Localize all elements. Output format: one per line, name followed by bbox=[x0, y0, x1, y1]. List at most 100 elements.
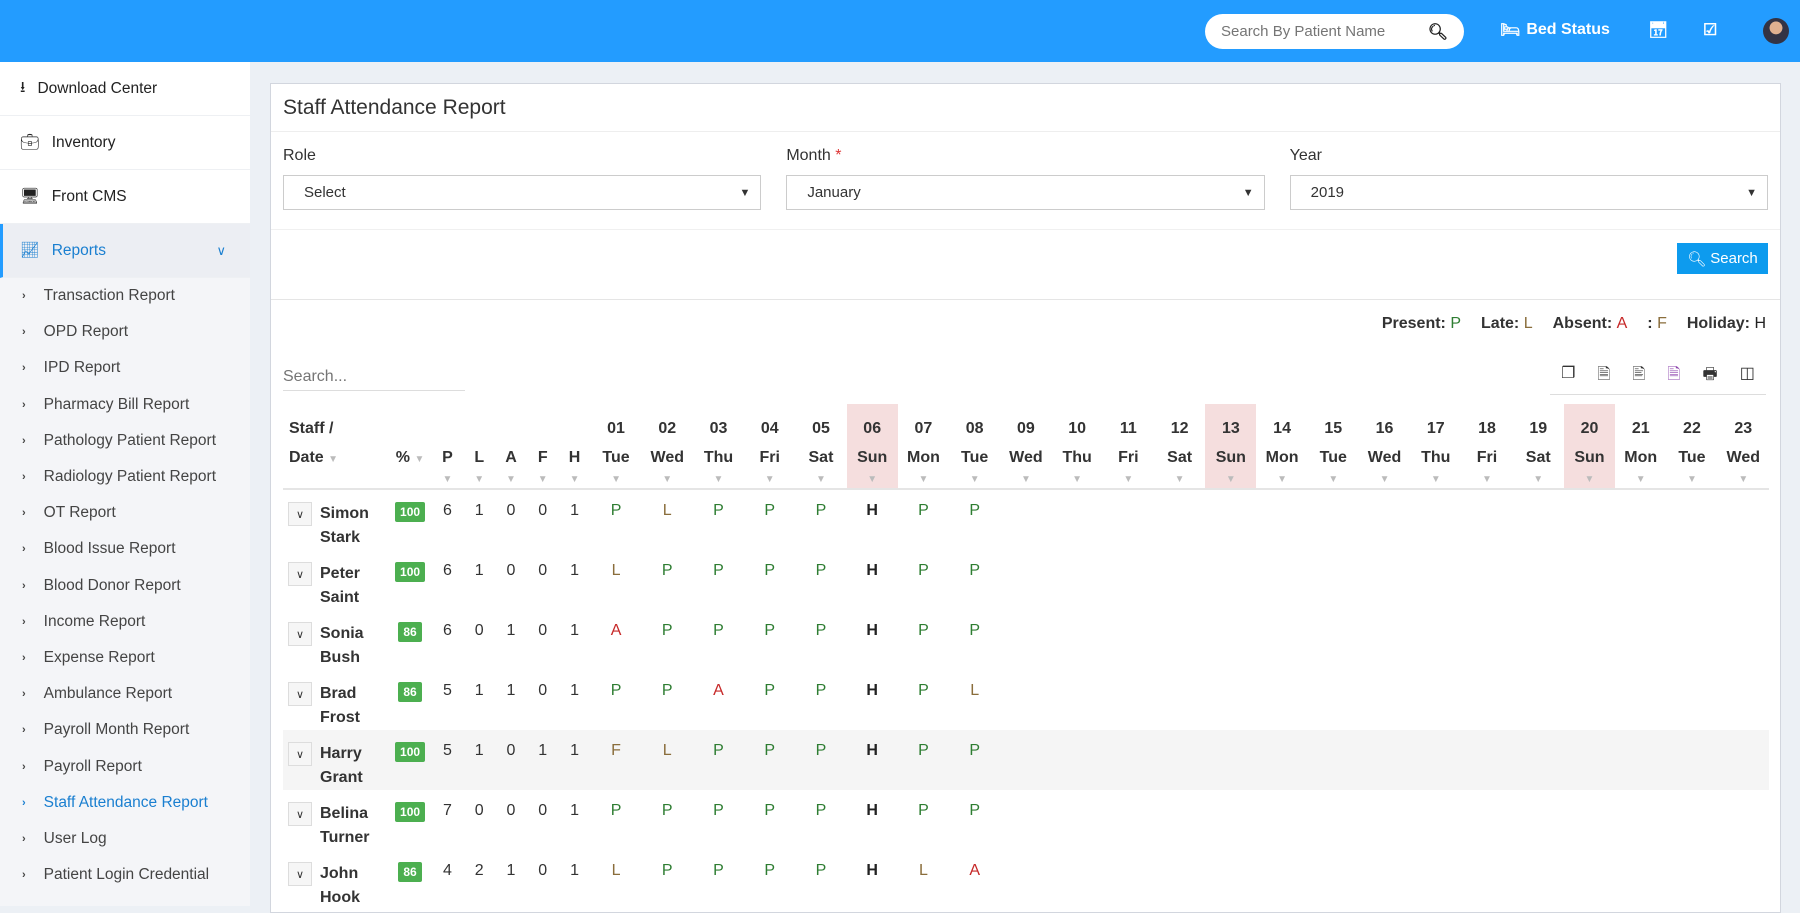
columns-icon[interactable]: ◫ bbox=[1739, 365, 1755, 382]
day-cell bbox=[1563, 730, 1616, 790]
column-day-23[interactable]: 23 Wed ▼ bbox=[1717, 404, 1769, 490]
column-F[interactable]: F ▼ bbox=[526, 404, 559, 490]
expand-row-button[interactable]: ∨ bbox=[288, 862, 312, 886]
column-day-09[interactable]: 09 Wed ▼ bbox=[1000, 404, 1052, 490]
sidebar-report-patient-login-credential[interactable]: › Patient Login Credential bbox=[0, 857, 250, 893]
sidebar-report-pharmacy-bill-report[interactable]: › Pharmacy Bill Report bbox=[0, 387, 250, 423]
day-cell bbox=[1308, 850, 1359, 910]
column-day-05[interactable]: 05 Sat ▼ bbox=[795, 404, 847, 490]
chevron-right-icon: › bbox=[22, 832, 26, 845]
report-panel: Staff Attendance Report Role Select ▼ Mont… bbox=[270, 83, 1781, 913]
chevron-right-icon: › bbox=[22, 760, 26, 773]
sidebar-item-inventory[interactable]: 💼︎ Inventory bbox=[0, 116, 250, 170]
sidebar-report-user-log[interactable]: › User Log bbox=[0, 821, 250, 857]
patient-search-input[interactable] bbox=[1221, 23, 1421, 40]
sidebar-report-transaction-report[interactable]: › Transaction Report bbox=[0, 278, 250, 314]
page-title: Staff Attendance Report bbox=[271, 84, 1780, 132]
sidebar-report-ot-report[interactable]: › OT Report bbox=[0, 495, 250, 531]
expand-row-button[interactable]: ∨ bbox=[288, 622, 312, 646]
expand-row-button[interactable]: ∨ bbox=[288, 682, 312, 706]
sidebar-report-pathology-patient-report[interactable]: › Pathology Patient Report bbox=[0, 423, 250, 459]
expand-row-button[interactable]: ∨ bbox=[288, 562, 312, 586]
top-bar: 🔍︎ 🛏︎ Bed Status 📅︎ ☑ bbox=[0, 0, 1800, 62]
column-day-15[interactable]: 15 Tue ▼ bbox=[1307, 404, 1359, 490]
table-search-input[interactable] bbox=[283, 364, 465, 391]
day-cell: H bbox=[866, 622, 878, 639]
excel-icon[interactable]: 🗎︎ bbox=[1597, 366, 1611, 383]
column-day-03[interactable]: 03 Thu ▼ bbox=[692, 404, 745, 490]
print-icon[interactable]: 🖶︎ bbox=[1702, 366, 1718, 383]
pdf-icon[interactable]: 🗎︎ bbox=[1667, 366, 1681, 383]
column-day-14[interactable]: 14 Mon ▼ bbox=[1256, 404, 1308, 490]
sidebar-report-payroll-month-report[interactable]: › Payroll Month Report bbox=[0, 712, 250, 748]
sidebar-report-blood-donor-report[interactable]: › Blood Donor Report bbox=[0, 568, 250, 604]
calendar-icon[interactable]: 📅︎ bbox=[1648, 22, 1669, 39]
year-select[interactable]: 2019 ▼ bbox=[1289, 175, 1768, 210]
column-H[interactable]: H ▼ bbox=[558, 404, 591, 490]
sidebar-report-ambulance-report[interactable]: › Ambulance Report bbox=[0, 676, 250, 712]
copy-icon[interactable]: ❐ bbox=[1561, 365, 1576, 382]
caret-down-icon: ▼ bbox=[1746, 186, 1757, 199]
column-day-13[interactable]: 13 Sun ▼ bbox=[1205, 404, 1257, 490]
sidebar-item-reports[interactable]: 📈︎ Reports ∨ bbox=[0, 224, 250, 278]
column-day-20[interactable]: 20 Sun ▼ bbox=[1563, 404, 1616, 490]
column-percent[interactable]: % ▼ bbox=[388, 404, 432, 490]
column-day-12[interactable]: 12 Sat ▼ bbox=[1153, 404, 1206, 490]
day-cell: L bbox=[611, 862, 621, 879]
day-cell: L bbox=[970, 682, 980, 699]
sidebar-report-income-report[interactable]: › Income Report bbox=[0, 604, 250, 640]
day-cell: P bbox=[692, 730, 745, 790]
legend-item-P: Present: P bbox=[1382, 315, 1461, 333]
column-day-07[interactable]: 07 Mon ▼ bbox=[897, 404, 950, 490]
column-day-22[interactable]: 22 Tue ▼ bbox=[1666, 404, 1718, 490]
day-cell bbox=[1103, 489, 1154, 550]
csv-icon[interactable]: 🖹︎ bbox=[1632, 366, 1646, 383]
sidebar-report-staff-attendance-report[interactable]: › Staff Attendance Report bbox=[0, 785, 250, 821]
day-cell bbox=[1564, 670, 1615, 730]
sidebar-report-blood-issue-report[interactable]: › Blood Issue Report bbox=[0, 531, 250, 567]
column-day-10[interactable]: 10 Thu ▼ bbox=[1051, 404, 1103, 490]
column-day-18[interactable]: 18 Fri ▼ bbox=[1461, 404, 1513, 490]
column-day-06[interactable]: 06 Sun ▼ bbox=[846, 404, 898, 490]
column-day-16[interactable]: 16 Wed ▼ bbox=[1358, 404, 1411, 490]
expand-row-button[interactable]: ∨ bbox=[288, 802, 312, 826]
column-day-11[interactable]: 11 Fri ▼ bbox=[1102, 404, 1154, 490]
column-L[interactable]: L ▼ bbox=[463, 404, 496, 490]
column-day-17[interactable]: 17 Thu ▼ bbox=[1410, 404, 1462, 490]
sidebar-report-opd-report[interactable]: › OPD Report bbox=[0, 314, 250, 350]
chevron-right-icon: › bbox=[22, 869, 26, 882]
column-day-04[interactable]: 04 Fri ▼ bbox=[744, 404, 796, 490]
column-day-08[interactable]: 08 Tue ▼ bbox=[949, 404, 1001, 490]
day-cell bbox=[1717, 730, 1769, 790]
sidebar-report-payroll-report[interactable]: › Payroll Report bbox=[0, 748, 250, 784]
task-check-icon[interactable]: ☑ bbox=[1703, 22, 1718, 39]
column-day-01[interactable]: 01 Tue ▼ bbox=[590, 404, 642, 490]
avatar[interactable] bbox=[1763, 18, 1789, 44]
day-cell bbox=[1000, 489, 1051, 550]
month-select[interactable]: January ▼ bbox=[786, 175, 1265, 210]
column-day-21[interactable]: 21 Mon ▼ bbox=[1615, 404, 1667, 490]
sidebar-report-ipd-report[interactable]: › IPD Report bbox=[0, 350, 250, 386]
expand-row-button[interactable]: ∨ bbox=[288, 502, 312, 526]
count-cell: 1 bbox=[506, 682, 516, 699]
day-cell bbox=[1103, 850, 1154, 910]
patient-search[interactable]: 🔍︎ bbox=[1205, 14, 1464, 49]
column-A[interactable]: A ▼ bbox=[495, 404, 527, 490]
role-select[interactable]: Select ▼ bbox=[283, 175, 762, 210]
count-cell: 1 bbox=[570, 562, 579, 579]
sidebar-report-radiology-patient-report[interactable]: › Radiology Patient Report bbox=[0, 459, 250, 495]
bed-status-button[interactable]: 🛏︎ Bed Status bbox=[1500, 20, 1610, 40]
search-button[interactable]: 🔍︎ Search bbox=[1677, 243, 1768, 274]
sidebar-item-front-cms[interactable]: 🖥︎ Front CMS bbox=[0, 170, 250, 224]
column-day-19[interactable]: 19 Sat ▼ bbox=[1512, 404, 1564, 490]
column-day-02[interactable]: 02 Wed ▼ bbox=[641, 404, 693, 490]
column-P[interactable]: P ▼ bbox=[431, 404, 464, 490]
sidebar-report-expense-report[interactable]: › Expense Report bbox=[0, 640, 250, 676]
column-staff-date[interactable]: Staff / Date ▼ bbox=[283, 404, 389, 490]
sidebar-item-download-center[interactable]: ⭳ Download Center bbox=[0, 62, 250, 116]
table-row: ∨ Belina Turner 100 7 0 0 0 1 P P P P P H P P bbox=[283, 790, 1769, 850]
percent-badge: 100 bbox=[395, 502, 426, 522]
export-toolbar: ❐ 🗎︎ 🖹︎ 🗎︎ 🖶︎ ◫ bbox=[1550, 363, 1766, 395]
search-icon[interactable]: 🔍︎ bbox=[1427, 23, 1448, 41]
expand-row-button[interactable]: ∨ bbox=[288, 742, 312, 766]
